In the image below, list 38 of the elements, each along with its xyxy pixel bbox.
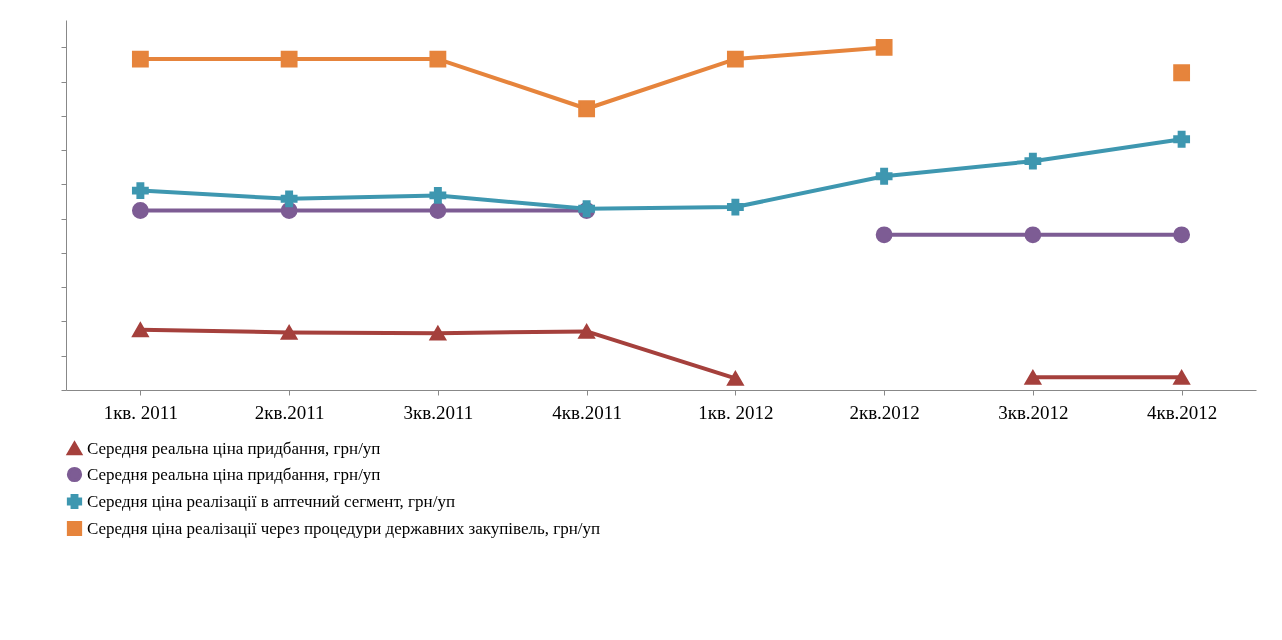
point [1024,226,1042,244]
point [131,322,149,338]
point [280,190,298,208]
x-tick-label: 2кв.2012 [849,401,920,423]
point [1024,369,1042,385]
legend-label: Середня реальна ціна придбання, грн/уп [87,464,381,484]
point [726,50,744,68]
point [726,370,744,386]
legend-label: Середня ціна реалізації в аптечний сегмент, грн/уп [87,491,455,511]
point [429,202,447,219]
point [280,325,298,340]
point [1173,369,1191,385]
point [1173,64,1191,82]
x-tick-label: 3кв.2011 [403,401,474,423]
point [578,323,596,339]
point [1024,152,1042,170]
point [429,50,447,68]
point [280,50,298,68]
point [429,325,447,341]
point [578,100,596,118]
point [1173,130,1191,148]
x-tick-label: 1кв. 2011 [103,401,179,423]
x-tick-label: 4кв.2012 [1146,401,1218,423]
point [875,167,893,185]
x-tick-label: 2кв.2011 [254,401,325,423]
point [131,50,149,68]
point [131,202,149,219]
legend-label: Середня реальна ціна придбання, грн/уп [87,438,381,458]
point [131,182,149,200]
point [875,38,893,56]
legend-label: Середня ціна реалізації через процедури державних закупівель, грн/уп [87,518,601,538]
point [429,186,447,204]
x-tick-label: 1кв. 2012 [698,401,774,423]
x-tick-label: 4кв.2011 [552,401,622,423]
point [726,198,744,216]
x-tick-label: 3кв.2012 [998,401,1069,423]
point [875,226,893,244]
point [1173,226,1191,244]
